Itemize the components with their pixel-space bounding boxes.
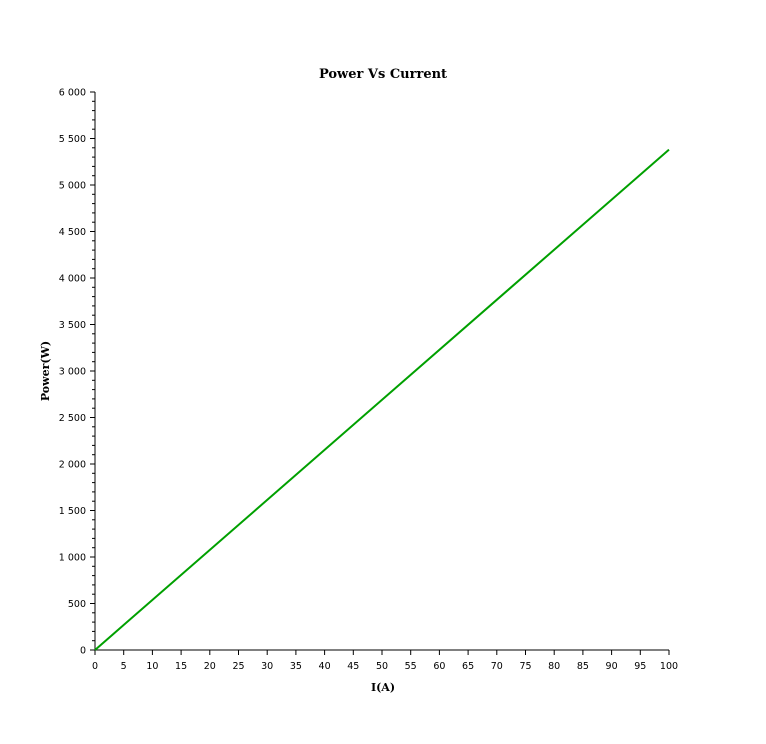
plot-area: [94, 148, 670, 651]
y-tick-label: 6 000: [59, 88, 86, 99]
y-tick-label: 3 500: [59, 320, 86, 331]
x-axis-label: I(A): [371, 681, 395, 694]
y-tick-label: 500: [68, 599, 86, 610]
y-tick-label: 1 500: [59, 506, 86, 517]
y-tick-label: 4 000: [59, 274, 86, 285]
y-tick-label: 5 000: [59, 181, 86, 192]
y-tick-label: 2 000: [59, 460, 86, 471]
x-tick-label: 55: [405, 661, 417, 672]
x-tick-label: 95: [634, 661, 646, 672]
x-tick-label: 5: [121, 661, 127, 672]
x-tick-label: 15: [175, 661, 187, 672]
x-tick-label: 35: [290, 661, 302, 672]
x-tick-label: 100: [660, 661, 678, 672]
y-tick-label: 1 000: [59, 553, 86, 564]
x-tick-label: 90: [606, 661, 618, 672]
x-tick-label: 85: [577, 661, 589, 672]
y-tick-label: 2 500: [59, 413, 86, 424]
x-tick-label: 60: [433, 661, 445, 672]
x-tick-label: 80: [548, 661, 560, 672]
y-tick-label: 5 500: [59, 134, 86, 145]
x-tick-label: 10: [146, 661, 158, 672]
series-line: [94, 148, 670, 651]
x-tick-label: 50: [376, 661, 388, 672]
x-tick-label: 75: [519, 661, 531, 672]
x-tick-label: 40: [319, 661, 331, 672]
x-tick-label: 30: [261, 661, 273, 672]
x-tick-label: 45: [347, 661, 359, 672]
x-tick-label: 70: [491, 661, 503, 672]
x-tick-label: 20: [204, 661, 216, 672]
x-tick-label: 25: [232, 661, 244, 672]
y-tick-label: 4 500: [59, 227, 86, 238]
y-axis-label: Power(W): [39, 341, 52, 401]
x-tick-label: 0: [92, 661, 98, 672]
y-tick-label: 0: [80, 646, 86, 657]
y-tick-label: 3 000: [59, 367, 86, 378]
chart-title: Power Vs Current: [319, 67, 447, 82]
x-tick-label: 65: [462, 661, 474, 672]
